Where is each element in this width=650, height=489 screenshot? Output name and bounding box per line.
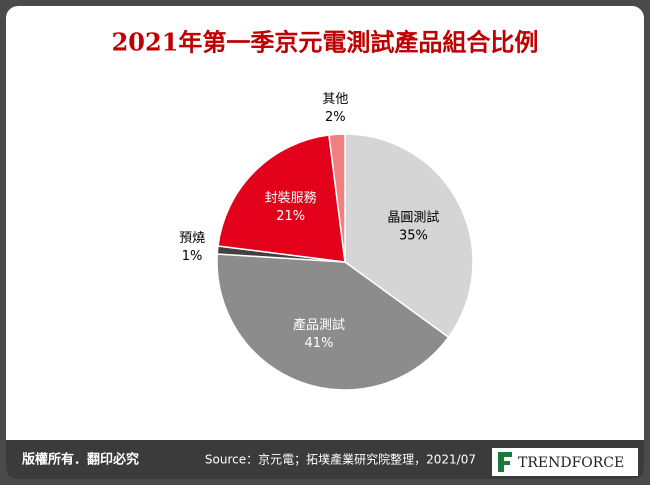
source: Source：京元電；拓墣產業研究院整理，2021/07 [205,452,476,467]
slice-label: 封裝服務 [265,191,317,206]
slice-label: 產品測試 [293,317,345,333]
copyright: 版權所有．翻印必究 [22,452,139,468]
slice-label: 其他 [322,92,348,107]
value-label: 41% [305,336,334,351]
slice-label: 預燒 [179,231,205,246]
value-label: 2% [325,110,346,125]
pie-slice [328,133,346,263]
brand: TRENDFORCE [518,455,624,471]
brand-box [492,448,638,476]
pie-slice [216,253,450,391]
value-label: 35% [399,229,428,244]
pie: 晶圓測試 35% 產品測試 41% 預燒 1% 封裝服務 21% 其他 2% [179,92,474,391]
chart-title: 2021年第一季京元電測試產品組合比例 [112,28,539,57]
value-label: 21% [276,209,305,224]
pie-slice [344,133,474,339]
footer-bar [6,440,644,479]
slice-label: 晶圓測試 [387,210,439,226]
pie-slice [217,134,346,263]
brand-icon [498,452,512,472]
value-label: 1% [182,249,203,264]
